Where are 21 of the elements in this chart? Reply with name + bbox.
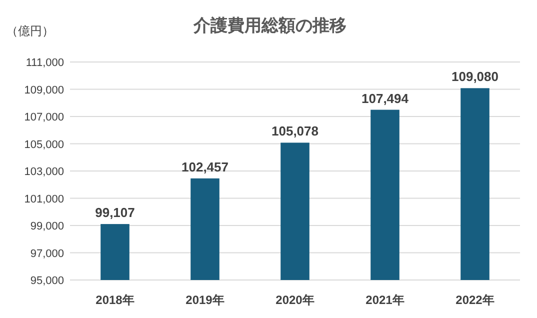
y-tick-label: 97,000 [30,248,64,260]
y-tick-label: 103,000 [24,166,64,178]
x-tick-label: 2018年 [96,293,134,307]
data-label: 99,107 [95,205,135,220]
y-tick-label: 101,000 [24,193,64,206]
y-tick-label: 111,000 [26,57,64,69]
y-tick-label: 99,000 [30,220,64,232]
x-tick-label: 2019年 [186,293,224,307]
data-label: 109,080 [452,69,498,84]
y-tick-label: 107,000 [24,112,64,124]
data-label: 102,457 [182,159,228,174]
x-tick-label: 2022年 [456,293,494,307]
y-tick-label: 105,000 [24,138,64,151]
x-tick-label: 2021年 [366,293,404,307]
y-axis-title: （億円） [6,24,54,38]
chart-title: 介護費用総額の推移 [192,16,346,35]
y-tick-label: 95,000 [30,275,64,287]
y-tick-label: 109,000 [24,84,64,96]
x-tick-label: 2020年 [276,293,314,307]
data-label: 107,494 [362,90,410,106]
data-label: 105,078 [272,124,318,139]
